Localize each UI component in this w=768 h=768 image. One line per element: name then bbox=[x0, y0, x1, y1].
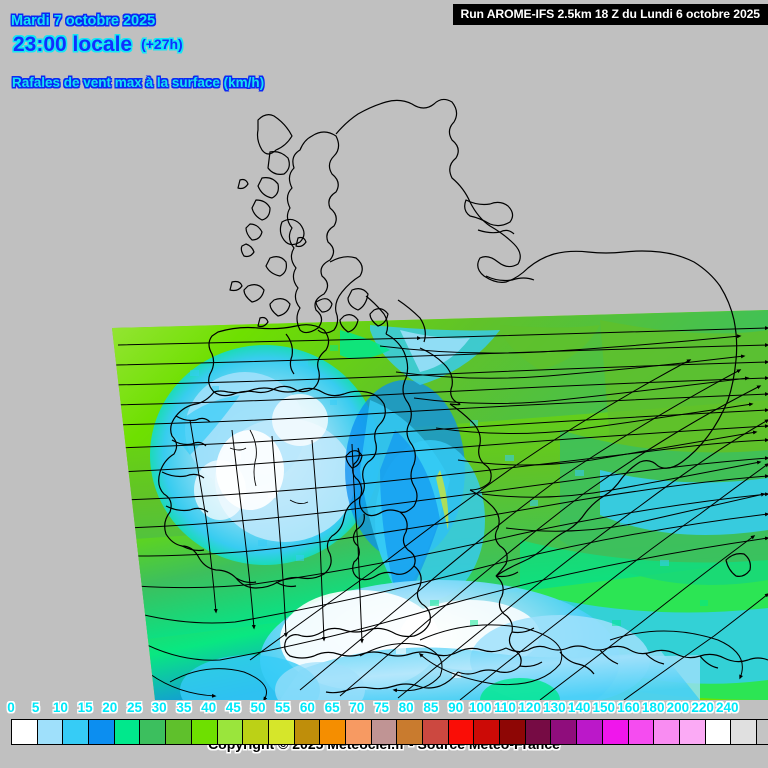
legend-tick-35: 35 bbox=[176, 700, 192, 715]
legend-tick-75: 75 bbox=[373, 700, 390, 715]
legend-tick-110: 110 bbox=[494, 700, 516, 715]
legend-tick-130: 130 bbox=[543, 700, 566, 715]
model-run-banner: Run AROME-IFS 2.5km 18 Z du Lundi 6 octo… bbox=[452, 4, 768, 25]
legend-swatch-40 bbox=[216, 720, 243, 744]
legend-swatch-160 bbox=[653, 720, 679, 744]
legend-tick-80: 80 bbox=[398, 700, 414, 715]
coast-lewis bbox=[256, 114, 293, 155]
legend-swatch-15 bbox=[88, 720, 114, 744]
legend-tick-5: 5 bbox=[31, 700, 40, 715]
legend-swatch-70 bbox=[370, 720, 397, 744]
legend-tick-180: 180 bbox=[641, 700, 665, 715]
legend-swatch-25 bbox=[139, 720, 166, 744]
legend-swatch-50 bbox=[267, 720, 294, 744]
legend-swatch-20 bbox=[113, 720, 140, 744]
legend-tick-220: 220 bbox=[691, 700, 714, 715]
forecast-time-label: 23:00 locale bbox=[13, 33, 133, 56]
legend-swatch-10 bbox=[62, 720, 89, 744]
legend-swatch-100 bbox=[499, 720, 525, 744]
legend-tick-50: 50 bbox=[250, 700, 266, 715]
legend-swatch-80 bbox=[422, 720, 448, 744]
legend-tick-60: 60 bbox=[299, 700, 315, 715]
legend-tick-150: 150 bbox=[592, 700, 616, 715]
legend-swatch-200 bbox=[704, 720, 731, 744]
coast-isle-of-man bbox=[345, 450, 363, 469]
legend-tick-90: 90 bbox=[448, 700, 464, 715]
legend-swatch-110 bbox=[524, 720, 551, 744]
legend-swatch-120 bbox=[550, 720, 577, 744]
legend-tick-100: 100 bbox=[469, 700, 492, 715]
forecast-time: 23:00 locale (+27h) bbox=[13, 33, 183, 57]
coast-southwest-england bbox=[284, 565, 507, 659]
legend-tick-45: 45 bbox=[225, 700, 241, 715]
legend-tick-15: 15 bbox=[77, 700, 93, 715]
legend-tick-70: 70 bbox=[349, 700, 365, 715]
parameter-label: Rafales de vent max à la surface (km/h) bbox=[12, 75, 265, 90]
coastlines bbox=[158, 98, 768, 694]
coast-northern-ireland bbox=[208, 324, 330, 397]
legend-swatch-220 bbox=[730, 720, 756, 744]
legend-tick-0: 0 bbox=[7, 700, 15, 715]
legend-tick-85: 85 bbox=[423, 700, 439, 715]
legend-swatch-180 bbox=[678, 720, 705, 744]
legend-tick-120: 120 bbox=[518, 700, 541, 715]
legend-tick-40: 40 bbox=[201, 700, 217, 715]
legend-swatch-45 bbox=[242, 720, 268, 744]
legend-swatch-150 bbox=[627, 720, 654, 744]
gust-field-layer bbox=[112, 310, 768, 700]
forecast-date: Mardi 7 octobre 2025 bbox=[11, 13, 156, 29]
coast-ireland bbox=[158, 387, 386, 589]
forecast-lead-time: (+27h) bbox=[141, 36, 183, 52]
legend-swatch-75 bbox=[396, 720, 422, 744]
legend-swatch-90 bbox=[473, 720, 500, 744]
legend-swatch-240 bbox=[755, 720, 768, 744]
legend-swatch-55 bbox=[293, 720, 320, 744]
legend-tick-30: 30 bbox=[151, 700, 167, 715]
legend-tick-20: 20 bbox=[102, 700, 118, 715]
legend-tick-200: 200 bbox=[666, 700, 690, 715]
legend-swatch-35 bbox=[190, 720, 217, 744]
legend-swatch-60 bbox=[319, 720, 345, 744]
coast-wales bbox=[352, 511, 416, 581]
color-scale-legend: 0 5 10 15 20 25 30 35 40 45 50 55 60 65 70 75 80 85 90 100 1… bbox=[0, 700, 768, 768]
legend-swatch-5 bbox=[36, 720, 63, 744]
legend-swatch-30 bbox=[165, 720, 191, 744]
map-canvas[interactable] bbox=[0, 0, 768, 700]
legend-tick-65: 65 bbox=[324, 700, 340, 715]
weather-map-svg bbox=[112, 98, 768, 700]
coast-scotland-east bbox=[335, 98, 738, 577]
legend-tick-240: 240 bbox=[716, 700, 739, 715]
legend-swatch-bar[interactable] bbox=[11, 719, 768, 745]
coast-brittany bbox=[325, 671, 459, 694]
legend-tick-10: 10 bbox=[52, 700, 68, 715]
legend-tick-140: 140 bbox=[567, 700, 591, 715]
legend-swatch-140 bbox=[601, 720, 628, 744]
legend-tick-25: 25 bbox=[126, 700, 143, 715]
coast-low-countries bbox=[505, 645, 768, 663]
coast-nw-highlands bbox=[286, 131, 340, 334]
legend-tick-160: 160 bbox=[617, 700, 640, 715]
legend-swatch-130 bbox=[576, 720, 602, 744]
legend-tick-55: 55 bbox=[275, 700, 291, 715]
legend-swatch-65 bbox=[344, 720, 371, 744]
coast-east-england bbox=[457, 575, 522, 675]
legend-swatch-85 bbox=[447, 720, 474, 744]
legend-swatch-0 bbox=[12, 720, 37, 744]
coast-nw-england bbox=[352, 333, 418, 517]
